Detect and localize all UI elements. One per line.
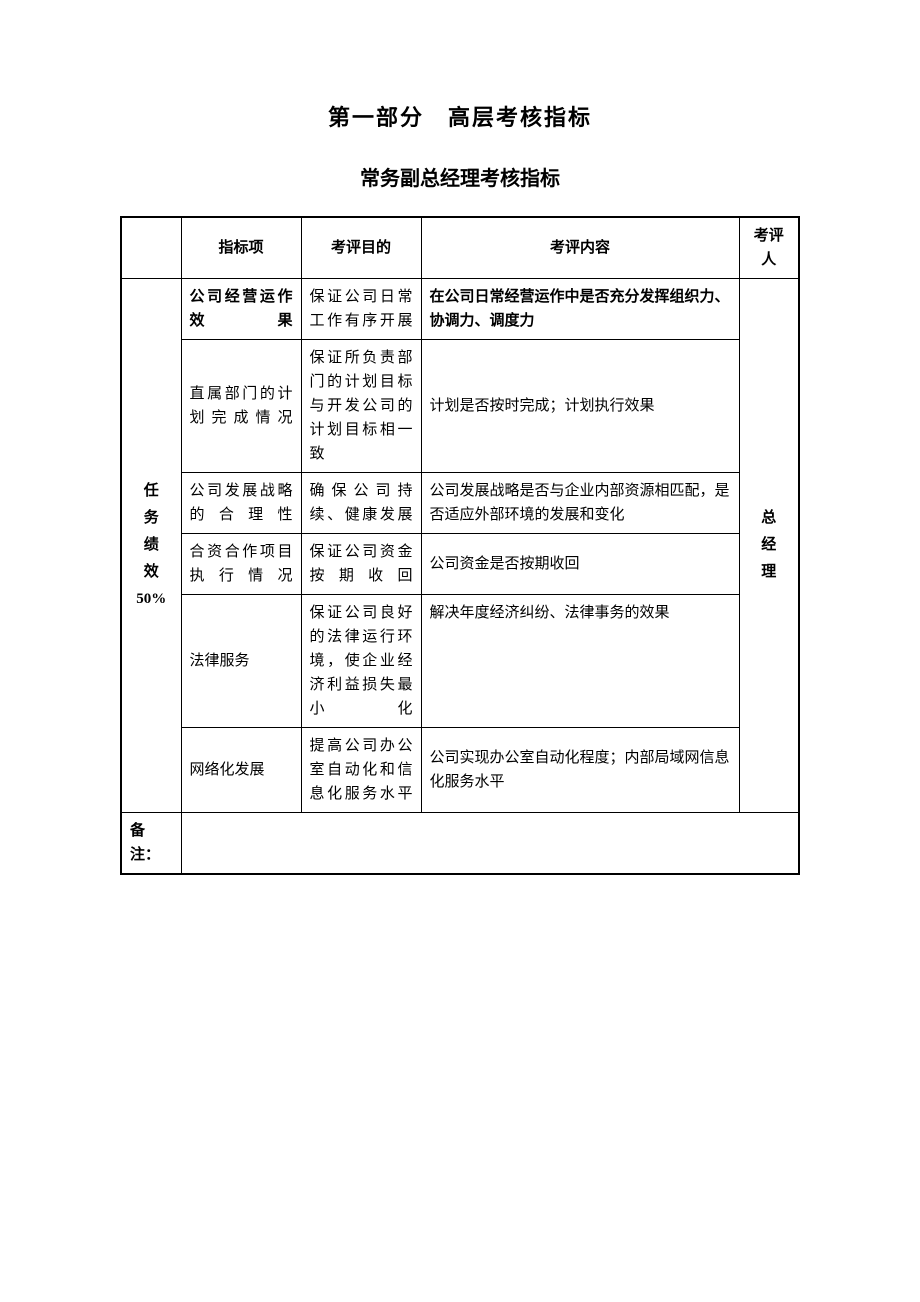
table-row: 公司发展战略的合理性 确保公司持续、健康发展 公司发展战略是否与企业内部资源相匹…	[121, 473, 799, 534]
table-row: 法律服务 保证公司良好的法律运行环境，使企业经济利益损失最小化 解决年度经济纠纷…	[121, 595, 799, 728]
content-cell: 公司资金是否按期收回	[421, 534, 739, 595]
footer-content	[181, 813, 799, 875]
category-line: 绩	[130, 532, 173, 559]
content-cell: 公司发展战略是否与企业内部资源相匹配，是否适应外部环境的发展和变化	[421, 473, 739, 534]
indicator-cell: 网络化发展	[181, 728, 301, 813]
purpose-cell: 保证公司资金按期收回	[301, 534, 421, 595]
table-row: 直属部门的计划完成情况 保证所负责部门的计划目标与开发公司的计划目标相一致 计划…	[121, 340, 799, 473]
table-row: 网络化发展 提高公司办公室自动化和信息化服务水平 公司实现办公室自动化程度；内部…	[121, 728, 799, 813]
indicator-cell: 法律服务	[181, 595, 301, 728]
purpose-cell: 提高公司办公室自动化和信息化服务水平	[301, 728, 421, 813]
category-line: 任	[130, 478, 173, 505]
purpose-cell: 保证公司良好的法律运行环境，使企业经济利益损失最小化	[301, 595, 421, 728]
category-cell: 任 务 绩 效 50%	[121, 279, 181, 813]
purpose-cell: 保证公司日常工作有序开展	[301, 279, 421, 340]
evaluator-line: 总	[748, 505, 791, 532]
category-line: 务	[130, 505, 173, 532]
header-blank	[121, 217, 181, 279]
indicator-cell: 合资合作项目执行情况	[181, 534, 301, 595]
category-line: 50%	[130, 586, 173, 613]
content-cell: 公司实现办公室自动化程度；内部局域网信息化服务水平	[421, 728, 739, 813]
purpose-cell: 保证所负责部门的计划目标与开发公司的计划目标相一致	[301, 340, 421, 473]
footer-label: 备注：	[121, 813, 181, 875]
header-evaluator: 考评人	[739, 217, 799, 279]
evaluator-line: 经	[748, 532, 791, 559]
evaluator-line: 理	[748, 559, 791, 586]
page-title-main: 第一部分 高层考核指标	[120, 100, 800, 132]
purpose-cell: 确保公司持续、健康发展	[301, 473, 421, 534]
indicator-cell: 公司发展战略的合理性	[181, 473, 301, 534]
indicator-cell: 公司经营运作效果	[181, 279, 301, 340]
header-row: 指标项 考评目的 考评内容 考评人	[121, 217, 799, 279]
header-indicator: 指标项	[181, 217, 301, 279]
table-row: 合资合作项目执行情况 保证公司资金按期收回 公司资金是否按期收回	[121, 534, 799, 595]
page-title-sub: 常务副总经理考核指标	[120, 162, 800, 191]
assessment-table: 指标项 考评目的 考评内容 考评人 任 务 绩 效 50% 公司经营运作效果 保…	[120, 216, 800, 875]
content-cell: 计划是否按时完成；计划执行效果	[421, 340, 739, 473]
header-content: 考评内容	[421, 217, 739, 279]
content-cell: 解决年度经济纠纷、法律事务的效果	[421, 595, 739, 728]
content-cell: 在公司日常经营运作中是否充分发挥组织力、协调力、调度力	[421, 279, 739, 340]
category-line: 效	[130, 559, 173, 586]
indicator-cell: 直属部门的计划完成情况	[181, 340, 301, 473]
evaluator-cell: 总 经 理	[739, 279, 799, 813]
table-row: 任 务 绩 效 50% 公司经营运作效果 保证公司日常工作有序开展 在公司日常经…	[121, 279, 799, 340]
footer-row: 备注：	[121, 813, 799, 875]
header-purpose: 考评目的	[301, 217, 421, 279]
